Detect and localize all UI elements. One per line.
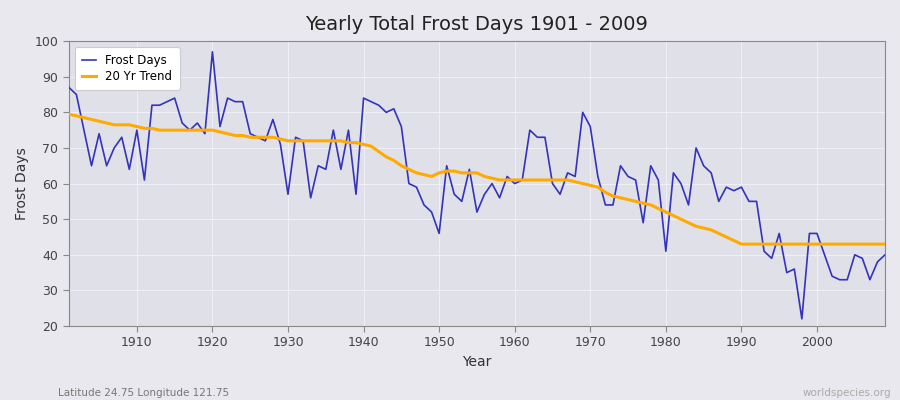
Text: Latitude 24.75 Longitude 121.75: Latitude 24.75 Longitude 121.75 xyxy=(58,388,230,398)
20 Yr Trend xyxy=(509,178,520,182)
Frost Days xyxy=(207,49,218,54)
Frost Days xyxy=(343,128,354,132)
Frost Days xyxy=(124,167,135,172)
Line: Frost Days: Frost Days xyxy=(68,52,885,319)
Title: Yearly Total Frost Days 1901 - 2009: Yearly Total Frost Days 1901 - 2009 xyxy=(305,15,648,34)
Line: 20 Yr Trend: 20 Yr Trend xyxy=(68,114,885,244)
Frost Days xyxy=(517,178,527,182)
20 Yr Trend xyxy=(63,112,74,116)
Frost Days xyxy=(608,202,618,207)
Frost Days xyxy=(298,138,309,143)
20 Yr Trend xyxy=(502,178,513,182)
20 Yr Trend xyxy=(124,122,135,127)
Frost Days xyxy=(63,85,74,90)
Frost Days xyxy=(796,316,807,321)
20 Yr Trend xyxy=(879,242,890,246)
Legend: Frost Days, 20 Yr Trend: Frost Days, 20 Yr Trend xyxy=(75,47,179,90)
Y-axis label: Frost Days: Frost Days xyxy=(15,147,29,220)
20 Yr Trend xyxy=(336,138,346,143)
Text: worldspecies.org: worldspecies.org xyxy=(803,388,891,398)
20 Yr Trend xyxy=(290,138,301,143)
Frost Days xyxy=(509,181,520,186)
X-axis label: Year: Year xyxy=(463,355,491,369)
20 Yr Trend xyxy=(736,242,747,246)
20 Yr Trend xyxy=(600,190,611,195)
Frost Days xyxy=(879,252,890,257)
